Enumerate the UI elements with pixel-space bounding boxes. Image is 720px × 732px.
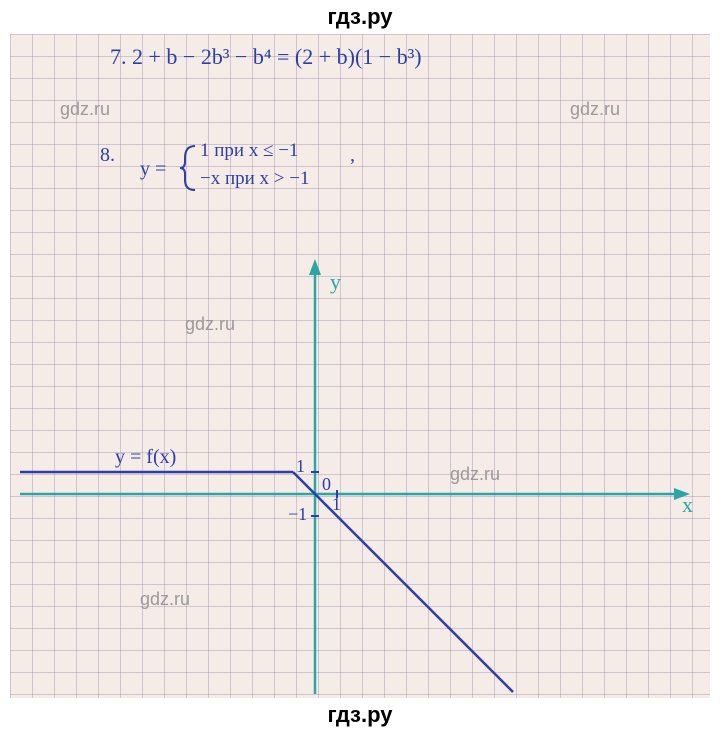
y-axis-label: y: [330, 269, 341, 295]
tick-1-x: 1: [332, 494, 341, 515]
site-footer: гдз.ру: [0, 702, 720, 728]
function-label: y = f(x): [115, 446, 176, 469]
tick-neg1-y: −1: [288, 504, 307, 525]
site-header: гдз.ру: [0, 4, 720, 30]
notebook-paper: gdz.ru gdz.ru gdz.ru gdz.ru gdz.ru 7. 2 …: [10, 34, 710, 698]
tick-1-y: 1: [296, 456, 305, 477]
graph-plot: [10, 34, 710, 698]
x-axis-label: x: [682, 492, 693, 518]
origin-label: 0: [322, 474, 331, 495]
